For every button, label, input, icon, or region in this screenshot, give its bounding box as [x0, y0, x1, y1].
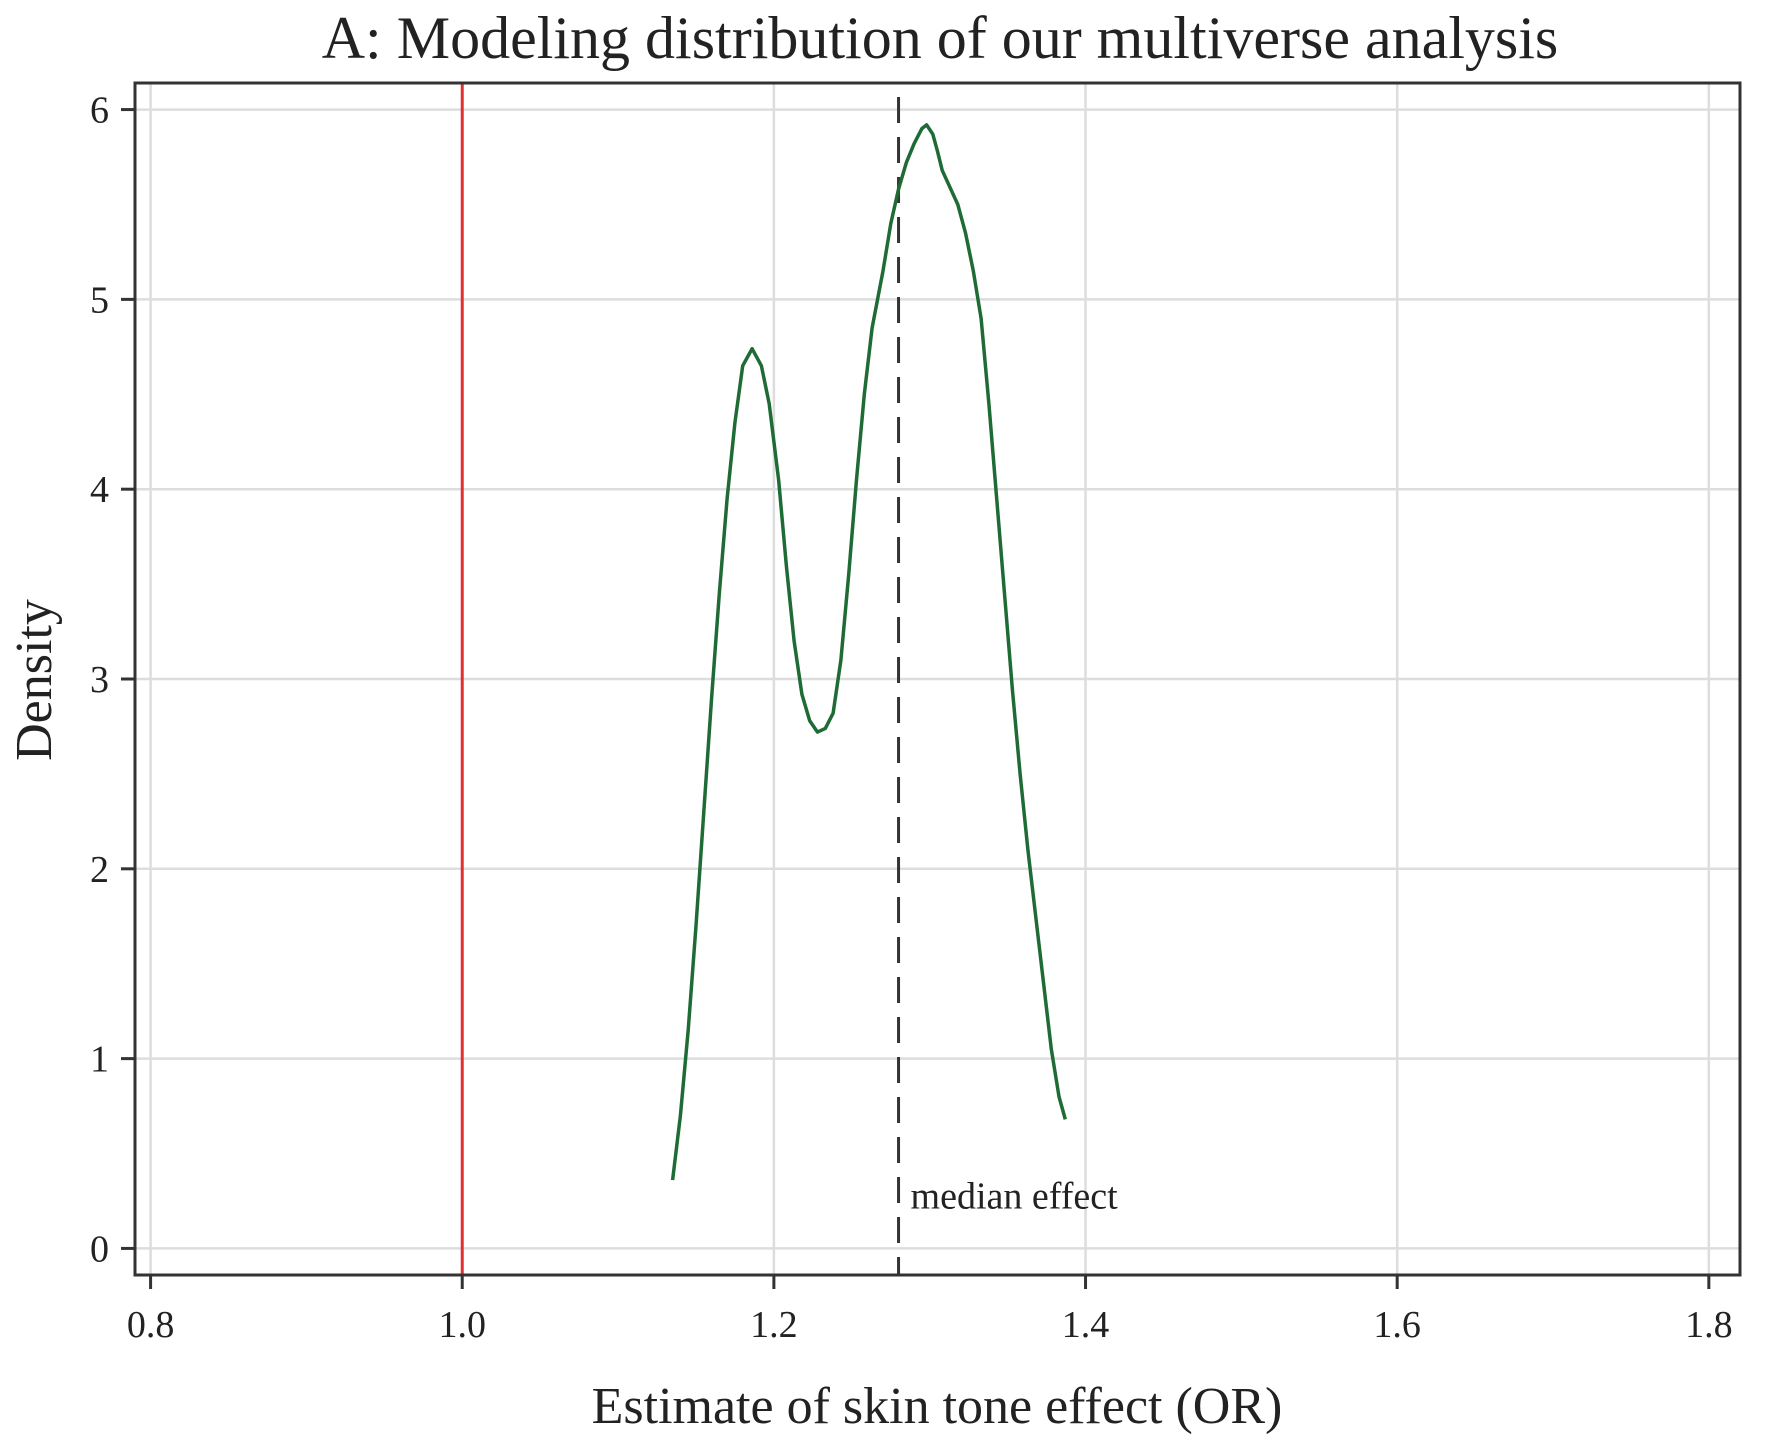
x-tick-label: 1.0 [438, 1304, 486, 1346]
y-tick-label: 4 [90, 469, 109, 511]
median-effect-label: median effect [911, 1175, 1119, 1217]
x-tick-label: 0.8 [127, 1304, 175, 1346]
y-axis-ticks: 0 1 2 3 4 5 6 [90, 90, 135, 1270]
x-tick-label: 1.8 [1685, 1304, 1733, 1346]
y-tick-label: 5 [90, 279, 109, 321]
x-axis-ticks: 0.8 1.0 1.2 1.4 1.6 1.8 [127, 1275, 1733, 1346]
y-axis-label: Density [6, 599, 63, 761]
series-layer [670, 123, 1067, 1181]
reference-lines: median effect [460, 83, 1119, 1275]
density-curve [670, 123, 1067, 1181]
y-tick-label: 1 [90, 1039, 109, 1081]
y-tick-label: 6 [90, 90, 109, 132]
x-tick-label: 1.4 [1062, 1304, 1110, 1346]
chart-title: A: Modeling distribution of our multiver… [322, 5, 1559, 71]
x-tick-label: 1.6 [1373, 1304, 1421, 1346]
x-axis-label: Estimate of skin tone effect (OR) [592, 1378, 1283, 1435]
y-tick-label: 0 [90, 1228, 109, 1270]
x-tick-label: 1.2 [750, 1304, 798, 1346]
y-tick-label: 3 [90, 659, 109, 701]
y-tick-label: 2 [90, 849, 109, 891]
